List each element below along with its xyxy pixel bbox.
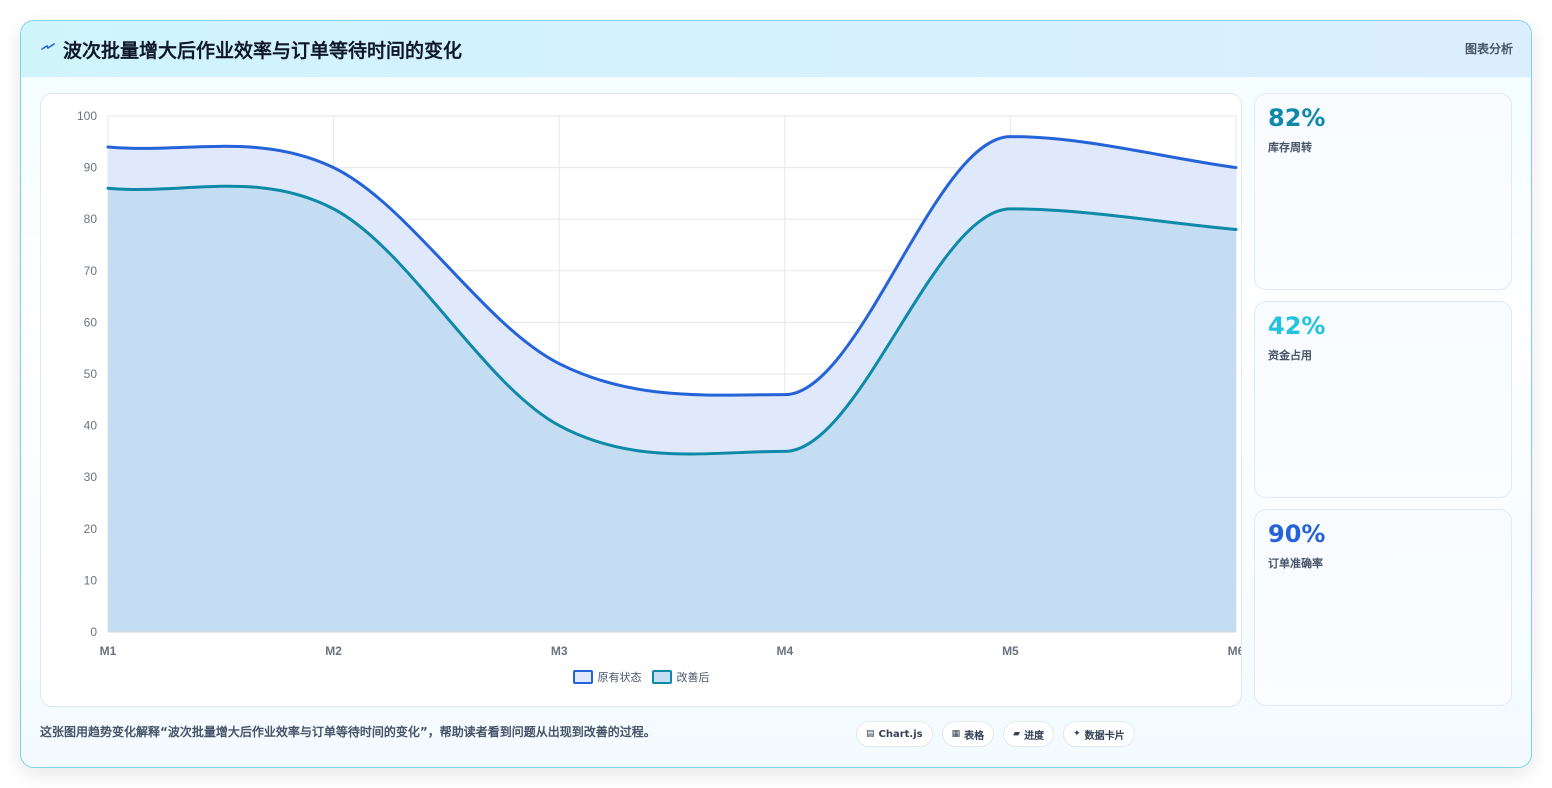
stat-card-capital-occupation: 42% 资金占用 [1254,301,1512,498]
y-tick-label: 30 [84,470,98,484]
stat-card-order-accuracy: 90% 订单准确率 [1254,509,1512,706]
stat-card-inventory-turnover: 82% 库存周转 [1254,93,1512,290]
series-line-1 [106,184,1238,456]
legend-item[interactable]: 原有状态 [572,669,642,685]
x-tick-label: M3 [551,644,568,658]
pill-label: 数据卡片 [1084,730,1125,742]
chart-icon: ▤ [866,729,875,739]
x-tick-label: M6 [1228,644,1241,658]
x-tick-label: M5 [1002,644,1019,658]
spark-icon [41,43,55,50]
stat-value: 82% [1268,104,1326,132]
x-tick-label: M1 [100,644,117,658]
stat-label: 库存周转 [1268,141,1312,154]
legend-label: 改善后 [676,671,710,684]
legend-swatch [572,670,593,684]
table-icon: ▦ [951,729,961,739]
series-line-0 [106,135,1238,397]
chart-panel: 0 10 20 30 40 50 60 70 80 90 100 M1 M2 M3 M4 M5 M6 原有状态 改… [40,93,1242,707]
legend-swatch [651,670,672,684]
chart-analysis-tag: 图表分析 [1464,42,1513,56]
pill-table[interactable]: ▦ 表格 [941,721,995,747]
y-tick-label: 80 [84,212,98,226]
pill-label: Chart.js [878,728,923,740]
feature-pills: ▤ Chart.js ▦ 表格 ▰ 进度 ✦ 数据卡片 [856,721,1135,747]
y-tick-label: 20 [84,522,98,536]
y-tick-label: 70 [84,264,98,278]
progress-icon: ▰ [1013,729,1021,739]
pill-progress[interactable]: ▰ 进度 [1003,721,1055,747]
y-tick-label: 40 [84,419,98,433]
pill-data-cards[interactable]: ✦ 数据卡片 [1063,721,1135,747]
page-title: 波次批量增大后作业效率与订单等待时间的变化 [63,40,463,62]
y-tick-label: 90 [84,161,98,175]
stat-value: 90% [1268,520,1326,548]
chart-legend: 原有状态 改善后 [41,669,1241,685]
card-header: 波次批量增大后作业效率与订单等待时间的变化 图表分析 [21,21,1531,77]
stat-value: 42% [1268,312,1326,340]
stat-label: 资金占用 [1268,349,1312,362]
stat-label: 订单准确率 [1268,557,1323,570]
pill-label: 表格 [964,730,985,742]
y-tick-label: 10 [84,573,98,587]
legend-item[interactable]: 改善后 [651,669,710,685]
y-tick-label: 60 [84,315,98,329]
y-tick-label: 0 [90,625,97,639]
sparkle-icon: ✦ [1073,729,1081,739]
y-tick-label: 50 [84,367,98,381]
x-tick-label: M4 [776,644,793,658]
x-tick-label: M2 [325,644,342,658]
y-tick-label: 100 [77,109,97,123]
area-chart: 0 10 20 30 40 50 60 70 80 90 100 M1 M2 M3 M4 M5 M6 [77,109,1241,658]
chart-caption: 这张图用趋势变化解释“波次批量增大后作业效率与订单等待时间的变化”，帮助读者看到… [40,725,656,739]
dashboard-card: 波次批量增大后作业效率与订单等待时间的变化 图表分析 0 10 20 30 40 50 60… [20,20,1532,768]
pill-label: 进度 [1024,730,1045,742]
series-area-1 [108,186,1236,633]
pill-chartjs[interactable]: ▤ Chart.js [856,721,933,747]
legend-label: 原有状态 [597,671,642,684]
